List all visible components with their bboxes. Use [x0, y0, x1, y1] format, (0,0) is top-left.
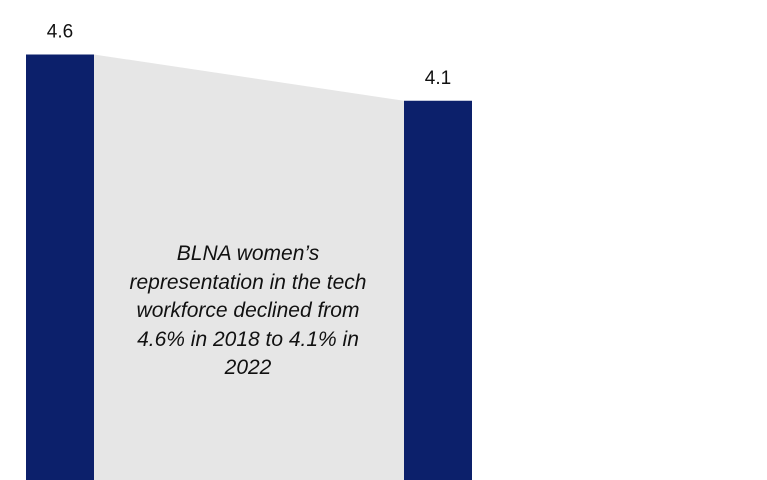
annotation-text: BLNA women’s representation in the tech … [129, 242, 367, 380]
change-connector-band [94, 54, 404, 480]
value-label-2018: 4.6 [47, 22, 73, 43]
bar-2022 [404, 100, 472, 480]
value-label-2022: 4.1 [425, 68, 451, 89]
bar-2018 [26, 54, 94, 480]
bar-group [26, 54, 472, 480]
value-label-group: 4.6 4.1 [47, 22, 451, 89]
